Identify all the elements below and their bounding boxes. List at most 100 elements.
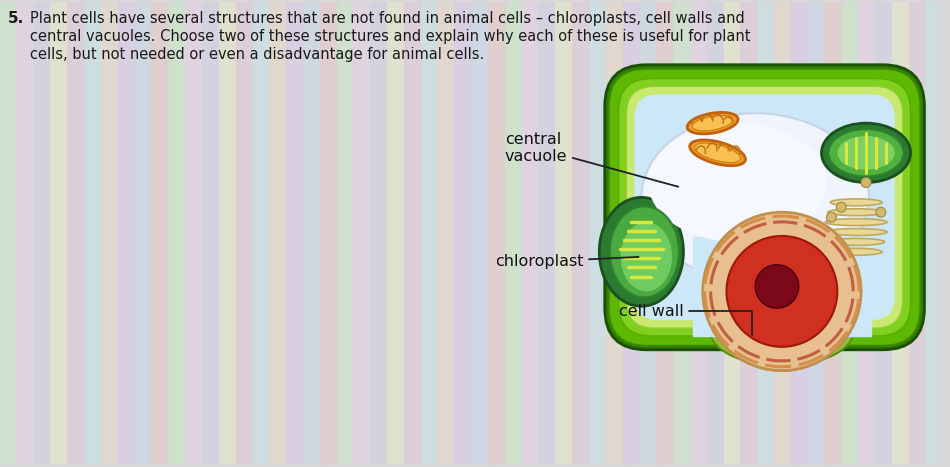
Bar	[101, 2, 118, 465]
Bar	[236, 2, 253, 465]
Bar	[471, 2, 488, 465]
Bar	[942, 2, 950, 465]
Circle shape	[703, 212, 861, 371]
Bar	[808, 2, 825, 465]
Ellipse shape	[837, 136, 895, 170]
Circle shape	[826, 212, 836, 222]
Text: Plant cells have several structures that are not found in animal cells – chlorop: Plant cells have several structures that…	[29, 11, 745, 26]
Bar	[320, 2, 336, 465]
Bar	[858, 2, 875, 465]
Bar	[0, 2, 17, 465]
Bar	[790, 2, 808, 465]
Bar	[454, 2, 471, 465]
Ellipse shape	[610, 206, 679, 297]
Bar	[606, 2, 622, 465]
Bar	[825, 2, 842, 465]
Ellipse shape	[599, 198, 683, 306]
Bar	[185, 2, 202, 465]
Bar	[286, 2, 303, 465]
Bar	[572, 2, 589, 465]
Ellipse shape	[826, 228, 887, 235]
FancyBboxPatch shape	[626, 86, 902, 328]
Text: central vacuoles. Choose two of these structures and explain why each of these i: central vacuoles. Choose two of these st…	[29, 29, 750, 44]
Bar	[740, 2, 757, 465]
Circle shape	[876, 207, 885, 217]
Bar	[218, 2, 236, 465]
Ellipse shape	[693, 115, 733, 131]
Bar	[303, 2, 320, 465]
Bar	[639, 2, 656, 465]
Ellipse shape	[690, 140, 746, 166]
Text: 5.: 5.	[8, 11, 24, 26]
Ellipse shape	[830, 248, 883, 255]
Bar	[269, 2, 286, 465]
Bar	[118, 2, 135, 465]
Text: chloroplast: chloroplast	[495, 254, 638, 269]
Bar	[757, 2, 774, 465]
Bar	[488, 2, 504, 465]
Bar	[85, 2, 101, 465]
Circle shape	[861, 177, 871, 187]
Bar	[555, 2, 572, 465]
FancyBboxPatch shape	[605, 65, 924, 350]
Circle shape	[755, 265, 799, 308]
Bar	[370, 2, 387, 465]
Ellipse shape	[827, 239, 884, 245]
Circle shape	[703, 212, 861, 371]
Ellipse shape	[687, 113, 738, 134]
Bar	[707, 2, 724, 465]
Bar	[522, 2, 539, 465]
Bar	[539, 2, 555, 465]
Circle shape	[836, 202, 846, 212]
Bar	[404, 2, 421, 465]
Ellipse shape	[822, 123, 911, 183]
Bar	[151, 2, 168, 465]
Text: central
vacuole: central vacuole	[504, 132, 678, 187]
Ellipse shape	[620, 222, 672, 291]
Bar	[438, 2, 454, 465]
Circle shape	[788, 245, 796, 253]
Bar	[774, 2, 790, 465]
Ellipse shape	[694, 143, 741, 163]
Bar	[253, 2, 269, 465]
Bar	[925, 2, 942, 465]
Ellipse shape	[826, 219, 887, 226]
Circle shape	[727, 236, 837, 347]
Bar	[673, 2, 690, 465]
FancyBboxPatch shape	[618, 78, 911, 336]
Circle shape	[827, 238, 835, 246]
Ellipse shape	[830, 199, 883, 206]
Bar	[622, 2, 639, 465]
FancyBboxPatch shape	[614, 69, 916, 341]
Ellipse shape	[828, 129, 903, 177]
Bar	[875, 2, 892, 465]
Circle shape	[729, 238, 835, 345]
Bar	[50, 2, 67, 465]
Bar	[842, 2, 858, 465]
Text: cells, but not needed or even a disadvantage for animal cells.: cells, but not needed or even a disadvan…	[29, 47, 484, 62]
Bar	[336, 2, 353, 465]
Ellipse shape	[641, 113, 869, 282]
Bar	[724, 2, 740, 465]
Circle shape	[755, 265, 799, 308]
Bar	[17, 2, 33, 465]
Bar	[67, 2, 85, 465]
Bar	[690, 2, 707, 465]
Bar	[656, 2, 673, 465]
Bar	[504, 2, 522, 465]
Bar	[908, 2, 925, 465]
FancyBboxPatch shape	[635, 94, 895, 320]
Ellipse shape	[648, 123, 826, 242]
Bar	[589, 2, 606, 465]
Ellipse shape	[711, 297, 854, 366]
Bar	[892, 2, 908, 465]
Ellipse shape	[827, 209, 884, 216]
Text: cell wall: cell wall	[618, 304, 752, 335]
Bar	[693, 237, 871, 336]
Bar	[168, 2, 185, 465]
Circle shape	[804, 259, 809, 265]
Bar	[33, 2, 50, 465]
Circle shape	[784, 266, 789, 272]
Bar	[135, 2, 151, 465]
Bar	[387, 2, 404, 465]
